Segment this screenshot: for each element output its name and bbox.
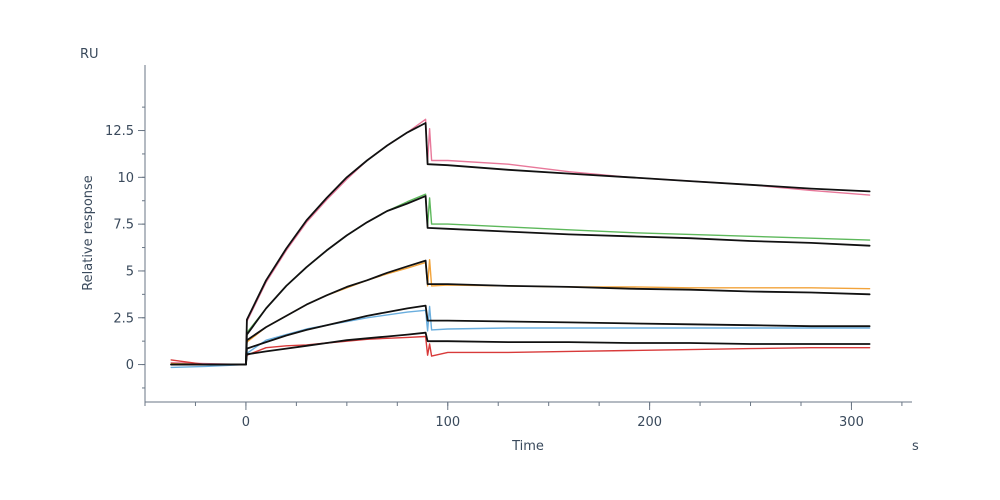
fit-curve-8 <box>170 259 871 366</box>
x-tick-label: 200 <box>637 415 662 430</box>
sensorgram-curve-4 <box>170 305 871 369</box>
sensorgram-curve-5 <box>170 335 871 366</box>
y-axis-unit: RU <box>80 47 99 62</box>
plot-area <box>170 118 871 369</box>
fit-curve-10 <box>170 331 871 366</box>
y-tick-label: 10 <box>117 171 134 186</box>
x-tick-label: 100 <box>435 415 460 430</box>
y-tick-label: 7.5 <box>113 218 134 233</box>
y-axis-title: Relative response <box>81 175 96 291</box>
fit-curve-9 <box>170 304 871 366</box>
x-tick-label: 0 <box>242 415 250 430</box>
y-tick-label: 0 <box>126 358 134 373</box>
axes: 0 2.5 5 7.5 10 12.5 0 100 200 300 <box>105 65 912 430</box>
fit-curve-6 <box>170 122 871 366</box>
x-axis-unit: s <box>912 439 919 454</box>
y-tick-label: 2.5 <box>113 311 134 326</box>
x-axis-title: Time <box>511 439 544 454</box>
y-tick-label: 5 <box>126 264 134 279</box>
fit-curve-7 <box>170 195 871 366</box>
y-tick-label: 12.5 <box>105 124 134 139</box>
x-tick-label: 300 <box>839 415 864 430</box>
